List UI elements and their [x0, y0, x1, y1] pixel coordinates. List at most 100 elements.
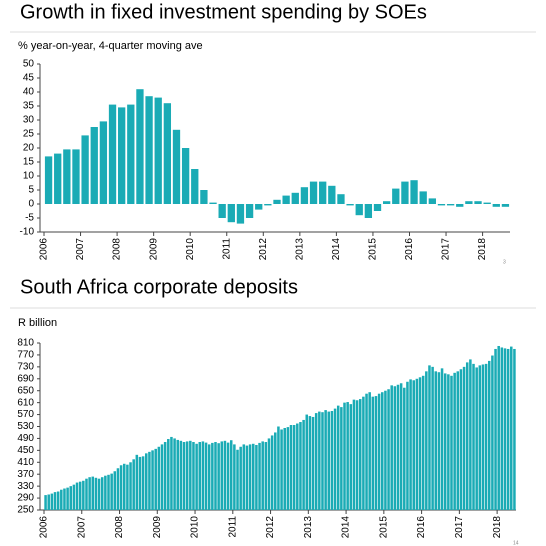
- bar: [503, 348, 507, 510]
- y-tick-label: 690: [17, 373, 34, 384]
- bar: [248, 444, 252, 510]
- bar: [126, 464, 129, 510]
- bar: [94, 477, 98, 510]
- bar: [418, 377, 422, 510]
- bar: [85, 478, 88, 510]
- chart-title: Growth in fixed investment spending by S…: [20, 1, 427, 23]
- bar: [437, 372, 441, 510]
- bar: [108, 104, 117, 204]
- bar: [330, 410, 334, 510]
- x-tick-label: 2011: [227, 516, 238, 538]
- x-tick-label: 2007: [76, 516, 87, 539]
- bar: [415, 378, 419, 510]
- x-tick-label: 2013: [303, 516, 314, 539]
- bar: [226, 442, 230, 510]
- bar: [291, 192, 299, 204]
- bar: [274, 432, 277, 510]
- bar: [478, 365, 482, 510]
- bar: [72, 484, 76, 510]
- bar: [349, 404, 353, 510]
- bar: [200, 190, 208, 204]
- bar: [497, 345, 500, 510]
- bar: [236, 449, 239, 510]
- bar: [66, 487, 69, 510]
- bar: [211, 442, 214, 510]
- x-tick-label: 2010: [185, 238, 196, 261]
- bar: [122, 463, 126, 510]
- bar: [217, 443, 220, 510]
- bar: [440, 368, 444, 510]
- bar: [50, 493, 54, 510]
- x-tick-label: 2016: [404, 238, 415, 261]
- bar: [53, 492, 57, 510]
- bar: [286, 427, 290, 510]
- bar: [207, 444, 211, 510]
- bar: [63, 149, 71, 204]
- x-tick-label: 2017: [454, 516, 465, 539]
- bar: [362, 396, 365, 510]
- bar: [170, 436, 173, 510]
- bar: [191, 169, 199, 204]
- bar: [328, 185, 336, 204]
- bar: [425, 371, 428, 510]
- bar: [97, 478, 101, 510]
- bar: [264, 442, 268, 510]
- bar: [431, 366, 434, 510]
- bar: [220, 441, 224, 510]
- bar: [456, 371, 460, 510]
- bar: [506, 348, 510, 510]
- bar: [251, 443, 255, 510]
- x-tick-label: 2009: [152, 516, 163, 539]
- bar: [437, 204, 446, 206]
- bar: [346, 204, 354, 206]
- bar: [195, 443, 198, 510]
- bar: [245, 445, 249, 510]
- x-tick-label: 2017: [441, 238, 452, 261]
- y-tick-label: 0: [28, 199, 34, 210]
- bar: [245, 204, 254, 218]
- x-tick-label: 2014: [331, 238, 342, 261]
- page-note: 3: [503, 259, 506, 265]
- bar: [229, 440, 233, 510]
- y-tick-label: 730: [17, 361, 34, 372]
- bar: [201, 441, 205, 510]
- bar: [300, 187, 309, 204]
- bar: [148, 451, 151, 510]
- bar: [324, 410, 327, 510]
- y-axis-label: % year-on-year, 4-quarter moving ave: [18, 40, 203, 52]
- bar: [456, 204, 464, 207]
- y-tick-label: 40: [23, 87, 35, 98]
- bar: [209, 202, 217, 204]
- bar: [465, 201, 473, 204]
- x-tick-label: 2018: [492, 516, 503, 539]
- bar: [227, 204, 235, 223]
- bar: [321, 412, 324, 510]
- bar: [374, 396, 378, 510]
- bar: [318, 411, 321, 510]
- bar: [368, 392, 371, 510]
- x-tick-label: 2014: [341, 516, 352, 539]
- bar: [141, 456, 145, 510]
- bar: [358, 399, 362, 510]
- bar: [258, 442, 261, 510]
- y-tick-label: 10: [23, 171, 35, 182]
- bar: [462, 366, 466, 510]
- bar: [255, 204, 263, 210]
- bar: [494, 348, 497, 510]
- y-tick-label: -5: [25, 213, 34, 224]
- y-tick-label: 530: [17, 421, 34, 432]
- bar: [292, 425, 296, 510]
- bar: [145, 453, 148, 510]
- bar: [255, 444, 258, 510]
- bar: [403, 387, 406, 510]
- bar: [483, 202, 491, 204]
- bar: [218, 204, 226, 218]
- bar: [173, 438, 176, 510]
- bar: [412, 380, 415, 510]
- bar: [399, 383, 403, 510]
- x-tick-label: 2012: [265, 516, 276, 539]
- bar: [513, 348, 516, 510]
- bar: [113, 471, 117, 510]
- bar: [401, 181, 409, 204]
